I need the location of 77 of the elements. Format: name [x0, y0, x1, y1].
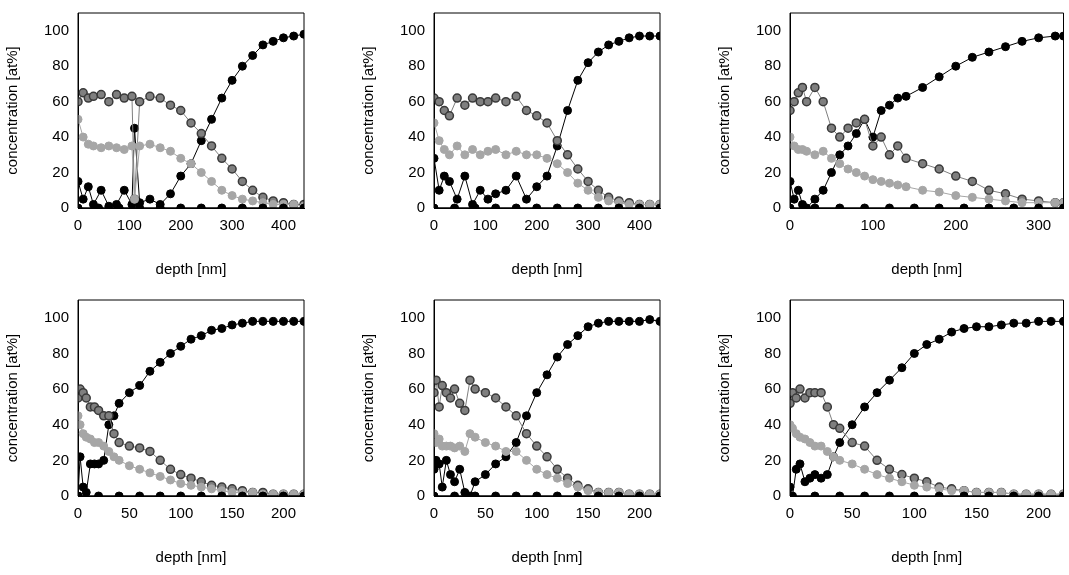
x-tick-label: 200	[168, 216, 194, 234]
x-tick-label: 200	[943, 216, 969, 234]
x-tick-label: 400	[270, 216, 296, 234]
y-axis-title: concentration [at%]	[359, 46, 377, 175]
y-tick-label: 40	[408, 127, 426, 145]
y-tick-label: 40	[52, 414, 70, 432]
y-tick-label: 100	[44, 20, 70, 38]
x-tick-label: 100	[860, 216, 886, 234]
y-tick-label: 60	[52, 379, 70, 397]
x-tick-label: 400	[626, 216, 652, 234]
y-tick-label: 0	[772, 486, 782, 504]
y-tick-label: 20	[764, 450, 782, 468]
x-axis-title: depth [nm]	[155, 260, 227, 278]
y-tick-label: 100	[756, 307, 782, 325]
x-tick-label: 300	[1026, 216, 1052, 234]
x-tick-label: 300	[575, 216, 601, 234]
y-tick-label: 60	[52, 91, 70, 109]
x-axis-title: depth [nm]	[511, 548, 583, 566]
x-tick-label: 0	[429, 504, 439, 522]
x-tick-label: 100	[901, 504, 927, 522]
x-axis-title: depth [nm]	[155, 548, 227, 566]
y-axis-title: concentration [at%]	[715, 333, 733, 463]
y-tick-label: 0	[60, 198, 70, 216]
x-tick-label: 200	[626, 504, 652, 522]
x-tick-label: 200	[1026, 504, 1052, 522]
x-tick-label: 150	[963, 504, 989, 522]
x-tick-label: 150	[219, 504, 245, 522]
y-tick-label: 60	[764, 379, 782, 397]
x-tick-label: 200	[524, 216, 550, 234]
y-tick-label: 80	[52, 343, 70, 361]
y-tick-label: 60	[408, 379, 426, 397]
y-tick-label: 80	[52, 56, 70, 74]
x-tick-label: 200	[270, 504, 296, 522]
x-tick-label: 0	[785, 216, 795, 234]
x-axis-title: depth [nm]	[891, 548, 963, 566]
x-tick-label: 0	[785, 504, 795, 522]
y-tick-label: 40	[52, 127, 70, 145]
y-tick-label: 20	[52, 162, 70, 180]
x-axis-title: depth [nm]	[511, 260, 583, 278]
x-tick-label: 100	[524, 504, 550, 522]
y-axis-title: concentration [at%]	[715, 46, 733, 175]
y-tick-label: 80	[408, 343, 426, 361]
x-tick-label: 50	[477, 504, 494, 522]
x-tick-label: 50	[121, 504, 138, 522]
x-tick-label: 50	[843, 504, 861, 522]
y-axis-title: concentration [at%]	[3, 46, 21, 175]
y-tick-label: 100	[400, 307, 426, 325]
y-tick-label: 20	[408, 450, 426, 468]
x-tick-label: 300	[219, 216, 245, 234]
y-tick-label: 40	[408, 414, 426, 432]
y-tick-label: 40	[764, 414, 782, 432]
x-tick-label: 100	[116, 216, 142, 234]
y-tick-label: 100	[756, 20, 782, 38]
y-tick-label: 20	[764, 162, 782, 180]
y-axis-title: concentration [at%]	[3, 333, 21, 463]
y-tick-label: 80	[764, 56, 782, 74]
x-tick-label: 100	[472, 216, 498, 234]
y-tick-label: 0	[416, 198, 426, 216]
y-tick-label: 100	[400, 20, 426, 38]
y-tick-label: 80	[764, 343, 782, 361]
x-tick-label: 0	[429, 216, 439, 234]
x-axis-title: depth [nm]	[891, 260, 963, 278]
x-tick-label: 0	[73, 504, 83, 522]
y-tick-label: 20	[408, 162, 426, 180]
y-tick-label: 60	[764, 91, 782, 109]
x-tick-label: 0	[73, 216, 83, 234]
y-tick-label: 40	[764, 127, 782, 145]
y-tick-label: 0	[416, 486, 426, 504]
x-tick-label: 100	[168, 504, 194, 522]
y-tick-label: 60	[408, 91, 426, 109]
y-tick-label: 20	[52, 450, 70, 468]
x-tick-label: 150	[575, 504, 601, 522]
y-axis-title: concentration [at%]	[359, 333, 377, 463]
y-tick-label: 0	[60, 486, 70, 504]
y-tick-label: 80	[408, 56, 426, 74]
y-tick-label: 100	[44, 307, 70, 325]
y-tick-label: 0	[772, 198, 782, 216]
